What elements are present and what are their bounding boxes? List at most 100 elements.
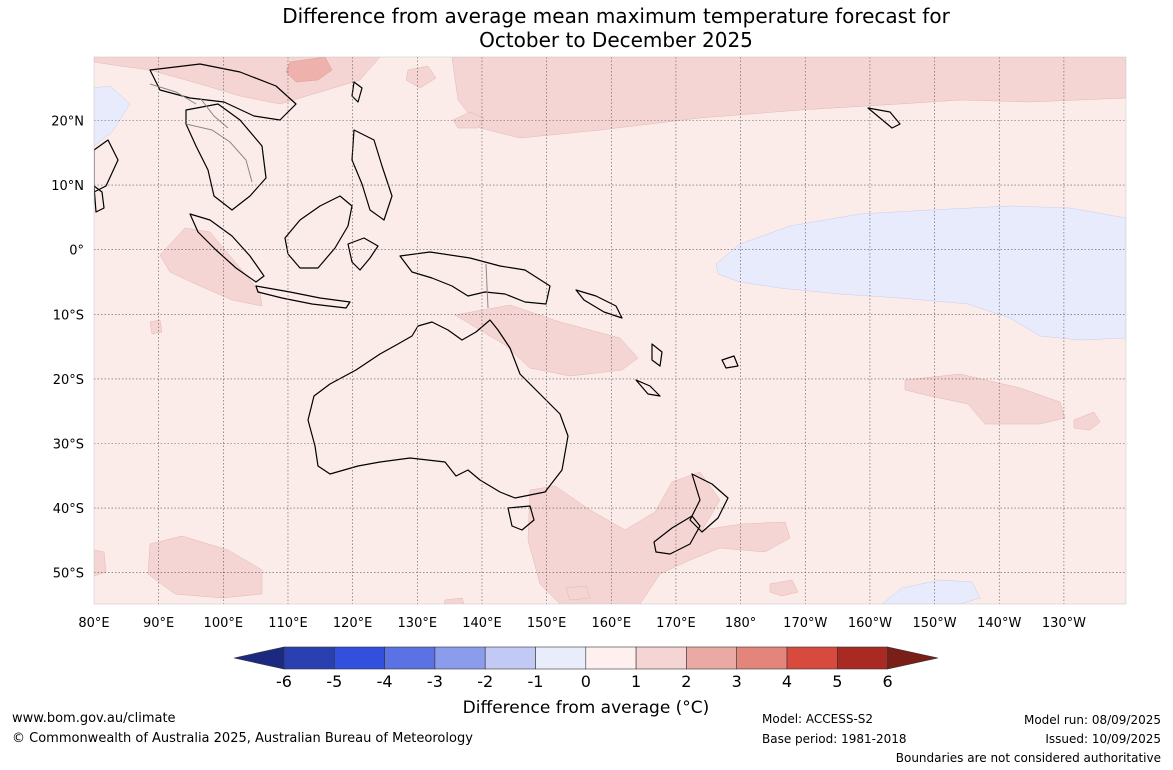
colorbar-tick-label: -5 [326,672,342,691]
new-guinea-coast [399,251,551,305]
longitude-label: 130°E [398,616,438,631]
south-pacific-warm [904,373,1066,425]
colorbar-tick-label: 3 [732,672,742,691]
hawaii-coast [867,107,901,129]
colorbar-tick-label: -2 [477,672,493,691]
ocean-background [94,57,1126,604]
coastlines [94,63,901,555]
colorbar-segment [283,646,335,670]
latitude-label: 20°N [51,115,84,130]
colorbar-tick-label: 4 [782,672,792,691]
warm-anomaly-regions [94,57,1126,604]
south-china-cool [94,85,131,147]
longitude-label: 170°E [656,616,696,631]
footer-url: www.bom.gov.au/climate [12,711,176,726]
small-warm-4 [452,111,485,129]
china-strong-warm [285,57,333,83]
nz-north-coast [689,473,729,533]
small-warm-5 [149,319,163,335]
latitude-label: 10°N [51,179,84,194]
latitude-label: 30°S [53,438,84,453]
map-plot-area [94,57,1126,604]
longitude-label: 110°E [268,616,308,631]
southern-cool [881,579,981,604]
longitude-label: 150°W [912,616,956,631]
map-title-line2: October to December 2025 [479,28,753,52]
longitude-label: 150°E [527,616,567,631]
colorbar-segment [635,646,687,670]
sri-lanka-coast [94,185,105,213]
australia-coast [307,319,569,499]
colorbar-title: Difference from average (°C) [462,698,710,718]
colorbar-segment [333,646,385,670]
longitude-label: 80°E [78,616,109,631]
latitude-labels: 20°N 10°N 0° 10°S 20°S 30°S 40°S 50°S [51,115,84,582]
latitude-label: 40°S [53,502,84,517]
longitude-label: 160°E [592,616,632,631]
taiwan-coast [351,81,363,103]
longitude-label: 160°W [848,616,892,631]
small-warm-3 [405,65,437,89]
longitude-label: 180° [725,616,756,631]
southern-ocean-warm-2 [94,549,107,577]
small-warm-1 [1073,411,1101,431]
colorbar-tick-label: 6 [883,672,893,691]
footer-disclaimer: Boundaries are not considered authoritat… [895,751,1161,765]
map-title: Difference from average mean maximum tem… [0,4,1173,52]
colorbar-segment [535,646,587,670]
longitude-label: 140°E [462,616,502,631]
latitude-label: 10°S [53,308,84,323]
gridlines [94,57,1126,604]
latitude-label: 20°S [53,373,84,388]
colorbar-segment [686,646,738,670]
footer-model-run: Model run: 08/09/2025 [1023,713,1161,727]
map-frame [93,56,1127,605]
colorbar-arrow-high [887,646,939,670]
small-warm-2 [769,579,799,597]
colorbar-tick-label: -3 [427,672,443,691]
borneo-coast [284,195,353,269]
colorbar-segment [384,646,436,670]
solomon-coast [575,289,623,319]
india-south [94,139,119,193]
colorbar-tick-label: -1 [528,672,544,691]
small-warm-7 [443,597,465,604]
colorbar-tick-label: -6 [276,672,292,691]
java-coast [255,285,351,309]
vanuatu-coast [651,343,663,367]
longitude-labels: 80°E 90°E 100°E 110°E 120°E 130°E 140°E 150°E 16… [78,616,1086,631]
longitude-label: 130°W [1042,616,1086,631]
colorbar-segment [836,646,888,670]
footer-issued: Issued: 10/09/2025 [1045,732,1161,746]
tasmania-coast [507,505,535,531]
footer-copyright: © Commonwealth of Australia 2025, Austra… [12,731,473,746]
colorbar-segment [786,646,838,670]
colorbar-tick-labels: -6 -5 -4 -3 -2 -1 0 1 2 3 4 5 6 [276,672,893,691]
nz-south-coast [653,515,701,555]
longitude-label: 140°W [977,616,1021,631]
southern-ocean-warm-1 [147,535,263,599]
colorbar-tick-label: 0 [581,672,591,691]
map-title-line1: Difference from average mean maximum tem… [282,4,950,28]
colorbar-arrow-low [233,646,285,670]
colorbar [233,646,939,670]
footer-model: Model: ACCESS-S2 [762,712,874,726]
central-pacific-cool [715,205,1126,341]
north-pacific-warm-band [451,57,1126,139]
longitude-label: 90°E [143,616,174,631]
colorbar-segment [585,646,637,670]
colorbar-segment [434,646,486,670]
new-caledonia-coast [635,379,661,397]
latitude-label: 50°S [53,567,84,582]
strong-warm-anomaly-regions [285,57,333,83]
cool-anomaly-regions [94,85,1126,604]
china-coast [149,63,297,121]
fiji-coast [721,355,739,369]
colorbar-tick-label: 2 [681,672,691,691]
longitude-label: 100°E [204,616,244,631]
philippines-coast [351,129,393,221]
latitude-label: 0° [69,244,84,259]
colorbar-segment [484,646,536,670]
colorbar-tick-label: 5 [832,672,842,691]
